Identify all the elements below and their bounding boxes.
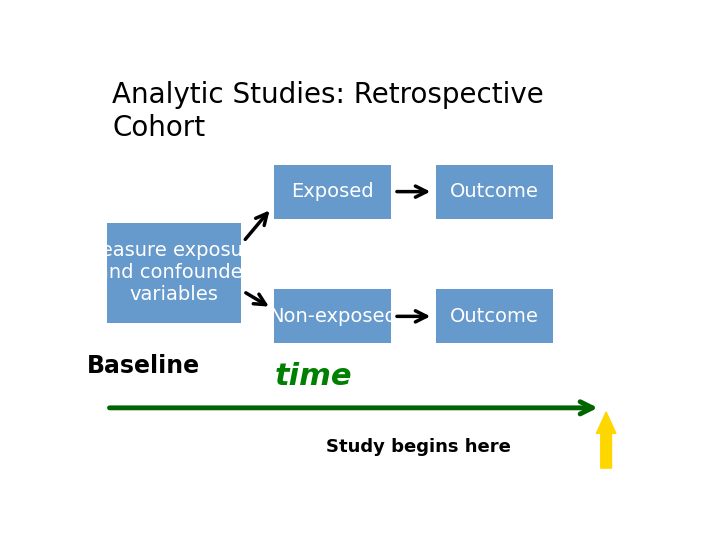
FancyBboxPatch shape bbox=[436, 165, 553, 219]
Text: Measure exposure
and confounder
variables: Measure exposure and confounder variable… bbox=[84, 241, 263, 304]
Text: Outcome: Outcome bbox=[450, 182, 539, 201]
Text: Outcome: Outcome bbox=[450, 307, 539, 326]
Text: Non-exposed: Non-exposed bbox=[269, 307, 397, 326]
FancyBboxPatch shape bbox=[107, 223, 240, 322]
Text: Study begins here: Study begins here bbox=[326, 438, 511, 456]
FancyBboxPatch shape bbox=[436, 289, 553, 343]
Text: Analytic Studies: Retrospective
Cohort: Analytic Studies: Retrospective Cohort bbox=[112, 82, 544, 142]
Polygon shape bbox=[596, 412, 616, 468]
Text: Exposed: Exposed bbox=[292, 182, 374, 201]
FancyBboxPatch shape bbox=[274, 165, 392, 219]
Text: Baseline: Baseline bbox=[86, 354, 199, 378]
FancyBboxPatch shape bbox=[274, 289, 392, 343]
Text: time: time bbox=[274, 362, 352, 391]
